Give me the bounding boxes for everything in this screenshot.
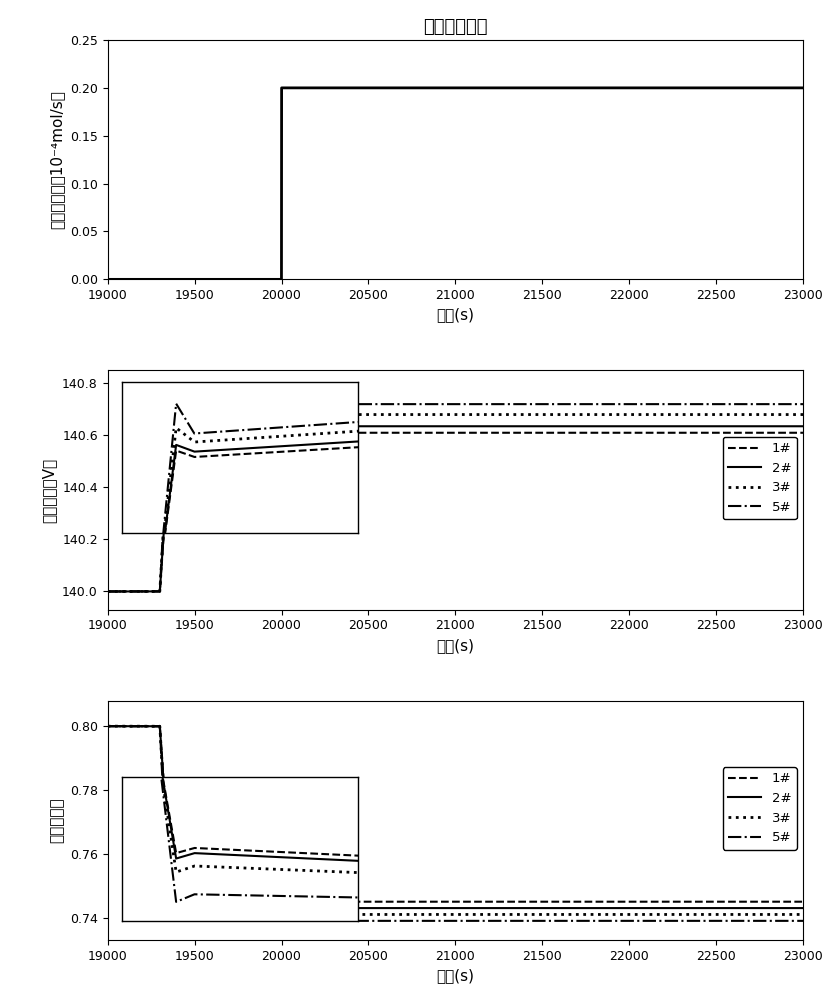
1# <box>106 585 116 597</box>
2# <box>276 902 286 914</box>
1# <box>239 843 249 855</box>
Line: 5#: 5# <box>108 404 802 591</box>
Line: 5#: 5# <box>108 726 802 921</box>
5# <box>103 720 112 732</box>
2# <box>761 902 771 914</box>
X-axis label: 时间(s): 时间(s) <box>436 638 474 653</box>
Line: 2#: 2# <box>108 426 802 591</box>
1# <box>276 427 286 439</box>
3# <box>239 444 249 456</box>
1# <box>103 585 112 597</box>
3# <box>106 585 116 597</box>
5# <box>276 915 286 927</box>
2# <box>239 849 249 861</box>
5# <box>276 398 286 410</box>
Line: 3#: 3# <box>108 415 802 591</box>
3# <box>131 720 141 732</box>
3# <box>761 409 771 421</box>
5# <box>797 915 807 927</box>
5# <box>144 585 154 597</box>
1# <box>144 720 154 732</box>
1# <box>761 427 771 439</box>
1# <box>103 720 112 732</box>
2# <box>442 420 452 432</box>
3# <box>106 720 116 732</box>
Line: 2#: 2# <box>108 726 802 908</box>
2# <box>276 420 286 432</box>
1# <box>239 459 249 471</box>
5# <box>103 585 112 597</box>
5# <box>761 915 771 927</box>
2# <box>797 420 807 432</box>
Y-axis label: 氢气变化量（10⁻⁴mol/s）: 氢气变化量（10⁻⁴mol/s） <box>50 90 65 229</box>
3# <box>103 585 112 597</box>
2# <box>144 585 154 597</box>
2# <box>144 720 154 732</box>
3# <box>276 409 286 421</box>
5# <box>131 585 141 597</box>
Y-axis label: 输出电压（V）: 输出电压（V） <box>41 457 56 523</box>
Line: 3#: 3# <box>108 726 802 914</box>
1# <box>797 896 807 908</box>
X-axis label: 时间(s): 时间(s) <box>436 308 474 323</box>
3# <box>276 908 286 920</box>
1# <box>761 896 771 908</box>
5# <box>106 720 116 732</box>
2# <box>239 454 249 466</box>
5# <box>144 720 154 732</box>
2# <box>106 720 116 732</box>
5# <box>106 585 116 597</box>
Legend: 1#, 2#, 3#, 5#: 1#, 2#, 3#, 5# <box>722 437 796 519</box>
1# <box>276 896 286 908</box>
1# <box>106 720 116 732</box>
2# <box>131 585 141 597</box>
5# <box>442 398 452 410</box>
1# <box>144 585 154 597</box>
5# <box>239 436 249 448</box>
Line: 1#: 1# <box>108 433 802 591</box>
Line: 1#: 1# <box>108 726 802 902</box>
2# <box>103 720 112 732</box>
3# <box>442 409 452 421</box>
5# <box>797 398 807 410</box>
2# <box>103 585 112 597</box>
3# <box>144 720 154 732</box>
3# <box>239 863 249 875</box>
1# <box>131 585 141 597</box>
1# <box>131 720 141 732</box>
3# <box>103 720 112 732</box>
3# <box>761 908 771 920</box>
5# <box>442 915 452 927</box>
2# <box>761 420 771 432</box>
Legend: 1#, 2#, 3#, 5#: 1#, 2#, 3#, 5# <box>722 767 796 850</box>
2# <box>131 720 141 732</box>
1# <box>442 896 452 908</box>
5# <box>131 720 141 732</box>
3# <box>131 585 141 597</box>
3# <box>442 908 452 920</box>
3# <box>797 409 807 421</box>
3# <box>797 908 807 920</box>
5# <box>761 398 771 410</box>
2# <box>106 585 116 597</box>
2# <box>797 902 807 914</box>
1# <box>442 427 452 439</box>
Y-axis label: 燃料利用率: 燃料利用率 <box>50 798 65 843</box>
5# <box>239 893 249 905</box>
2# <box>442 902 452 914</box>
X-axis label: 时间(s): 时间(s) <box>436 968 474 983</box>
1# <box>797 427 807 439</box>
Title: 氢气阶跃扰动: 氢气阶跃扰动 <box>423 18 487 36</box>
3# <box>144 585 154 597</box>
